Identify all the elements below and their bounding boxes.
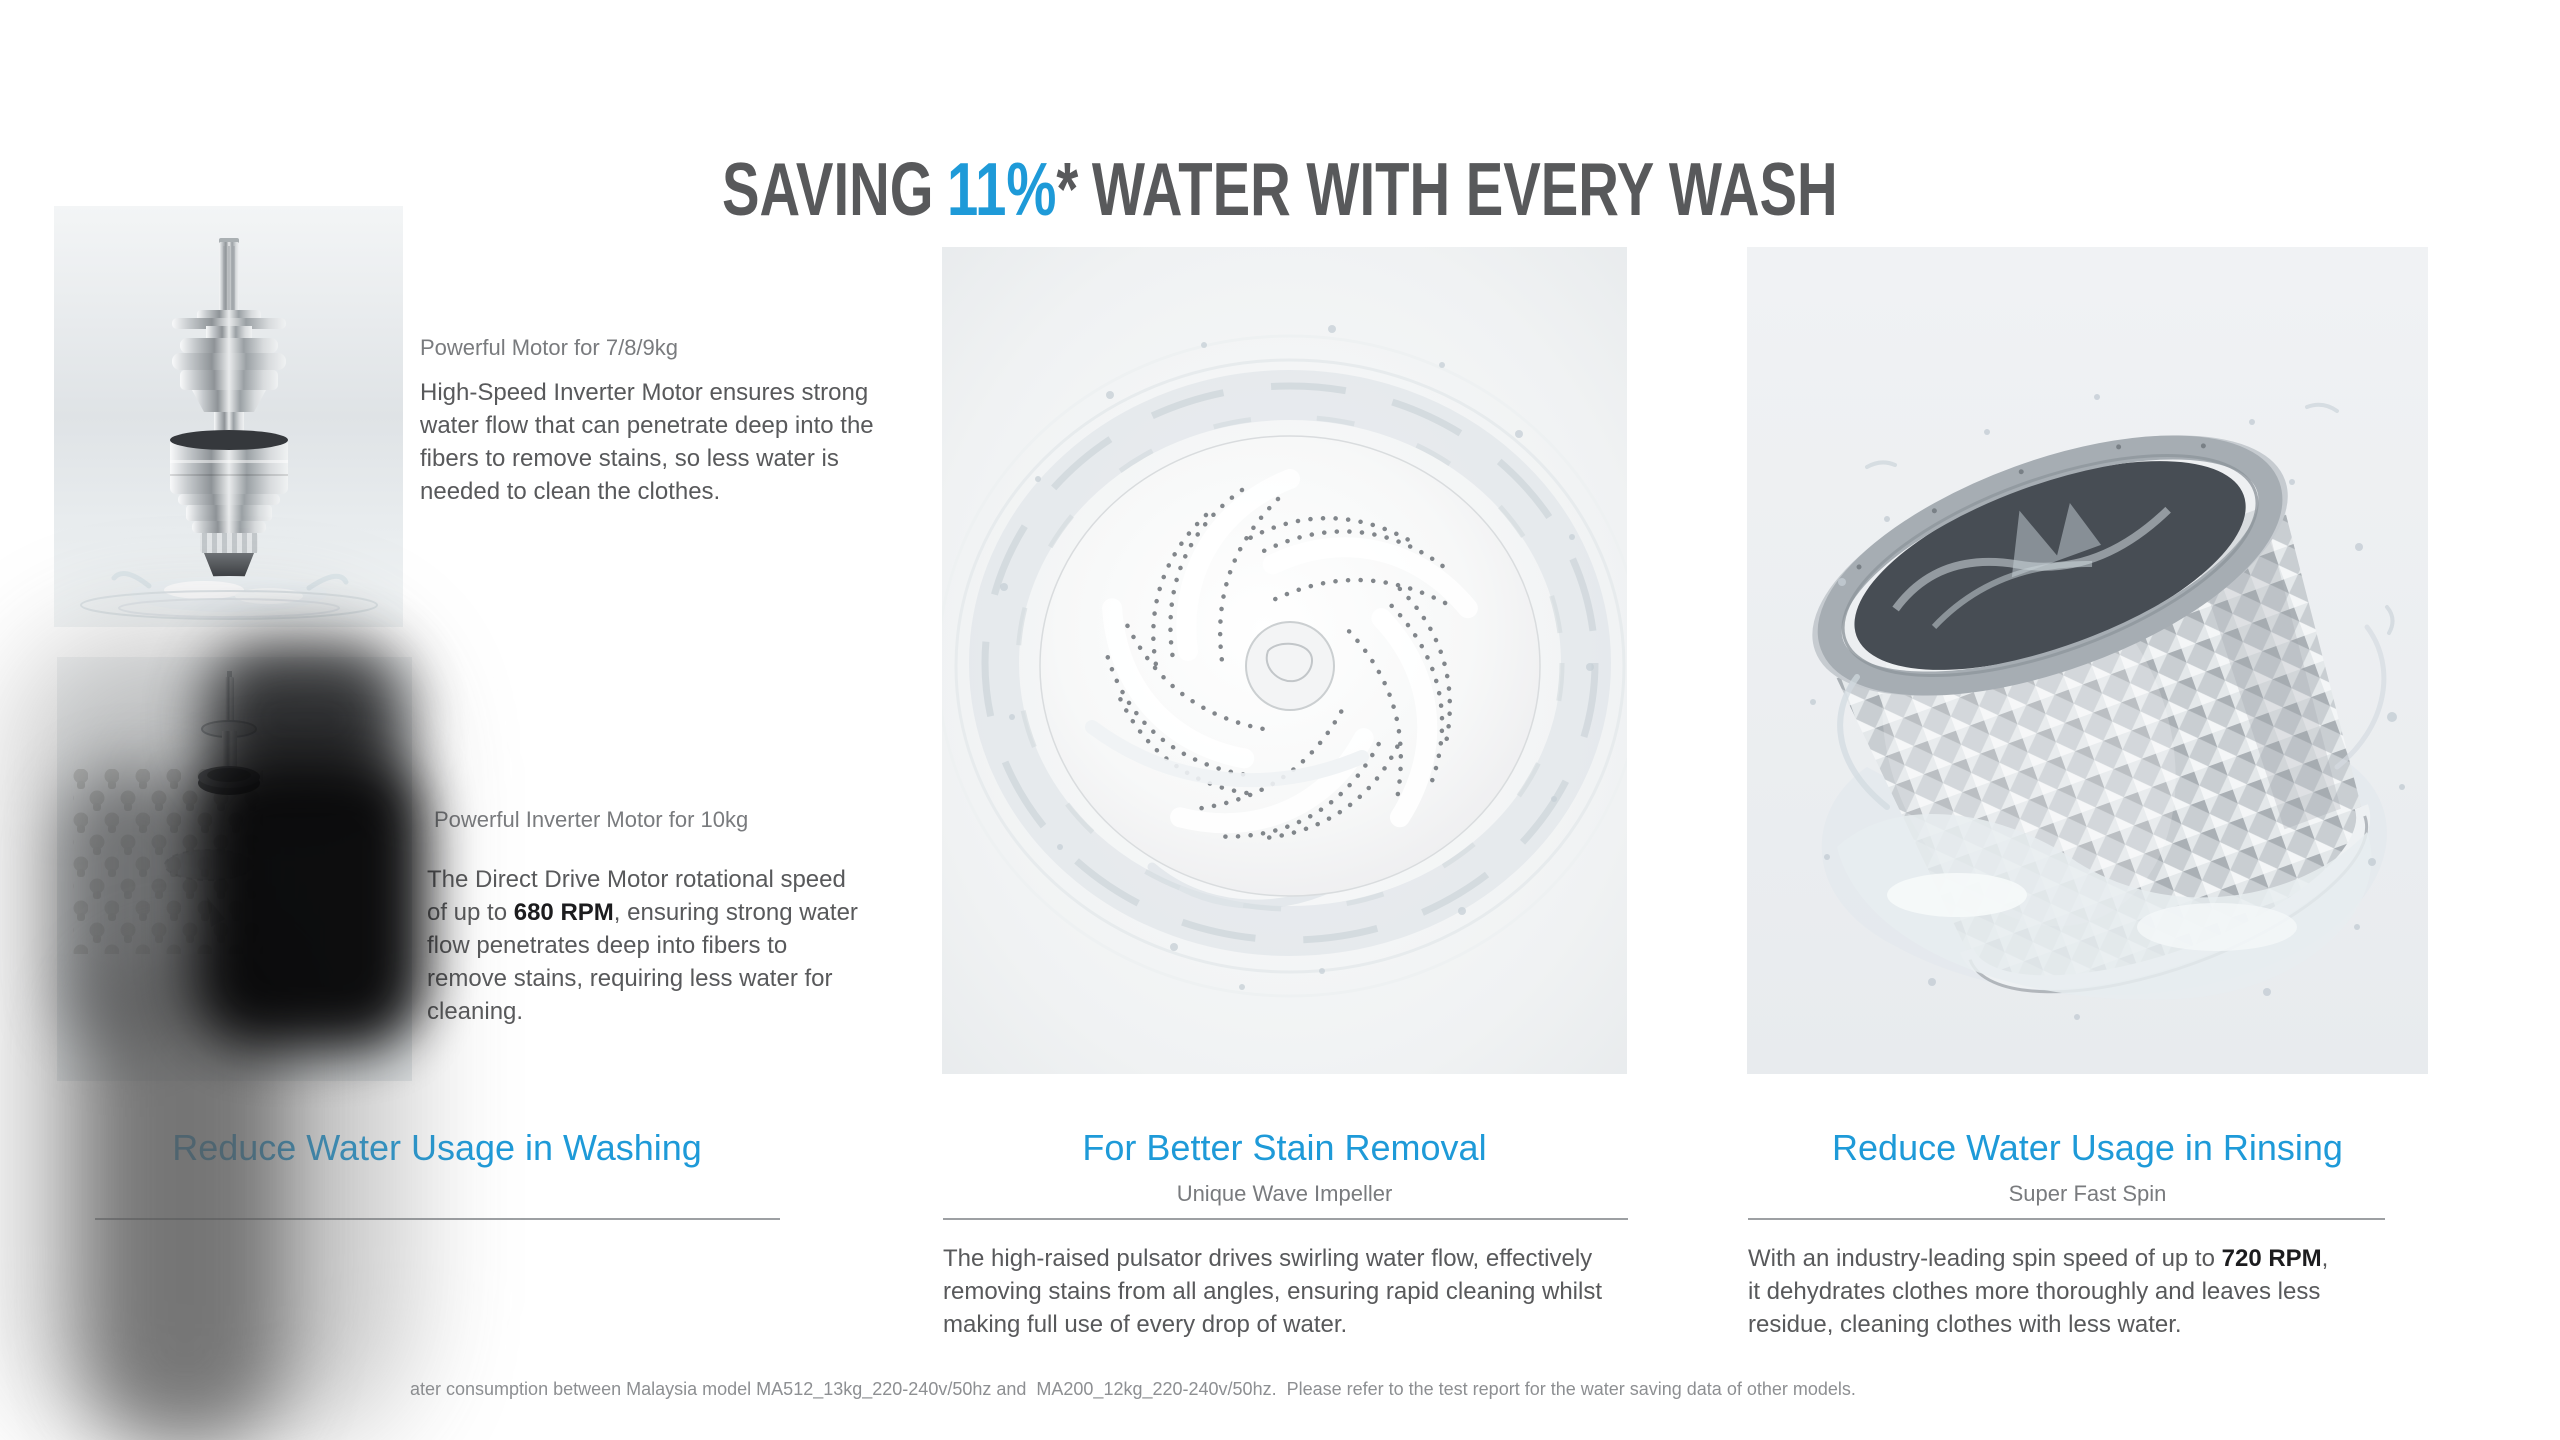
motor-789-label: Powerful Motor for 7/8/9kg [420, 335, 679, 360]
motor-10-label: Powerful Inverter Motor for 10kg [434, 807, 749, 832]
title-text-post: WATER WITH EVERY WASH [1091, 147, 1838, 232]
rpm-680-value: 680 RPM [513, 899, 614, 926]
rinsing-heading: Reduce Water Usage in Rinsing [1832, 1127, 2343, 1168]
page-title: SAVING 11%* WATER WITH EVERY WASH [0, 150, 2560, 228]
washing-divider [95, 1218, 780, 1220]
title-highlight: 11% [947, 147, 1057, 232]
stain-divider [943, 1218, 1628, 1220]
title-text-pre: SAVING [722, 147, 934, 232]
drum-image [1747, 247, 2428, 1074]
footnote: ater consumption between Malaysia model … [410, 1379, 1856, 1399]
rinsing-description-after: , it dehydrates clothes more thoroughly … [1748, 1245, 2329, 1338]
motor-10-description-after: , ensuring strong water flow penetrates … [427, 899, 858, 1025]
rinsing-description-before: With an industry-leading spin speed of u… [1748, 1245, 2222, 1272]
motor-789-image [54, 206, 403, 627]
stain-subtitle: Unique Wave Impeller [1176, 1181, 1393, 1206]
rpm-720-value: 720 RPM [2221, 1245, 2322, 1272]
title-asterisk: * [1056, 147, 1079, 232]
motor-789-description: High-Speed Inverter Motor ensures strong… [420, 379, 874, 505]
stain-heading: For Better Stain Removal [1082, 1127, 1487, 1168]
rinsing-subtitle: Super Fast Spin [2008, 1181, 2167, 1206]
motor-10-description-before: The Direct Drive Motor rotational speed … [427, 866, 846, 926]
impeller-image [942, 247, 1627, 1074]
motor-10-description: The Direct Drive Motor rotational speed … [427, 863, 860, 1028]
rinsing-divider [1748, 1218, 2385, 1220]
stain-description: The high-raised pulsator drives swirling… [943, 1245, 1602, 1338]
motor-10-image [57, 657, 412, 1081]
rinsing-description: With an industry-leading spin speed of u… [1748, 1242, 2338, 1341]
washing-heading: Reduce Water Usage in Washing [172, 1127, 702, 1168]
